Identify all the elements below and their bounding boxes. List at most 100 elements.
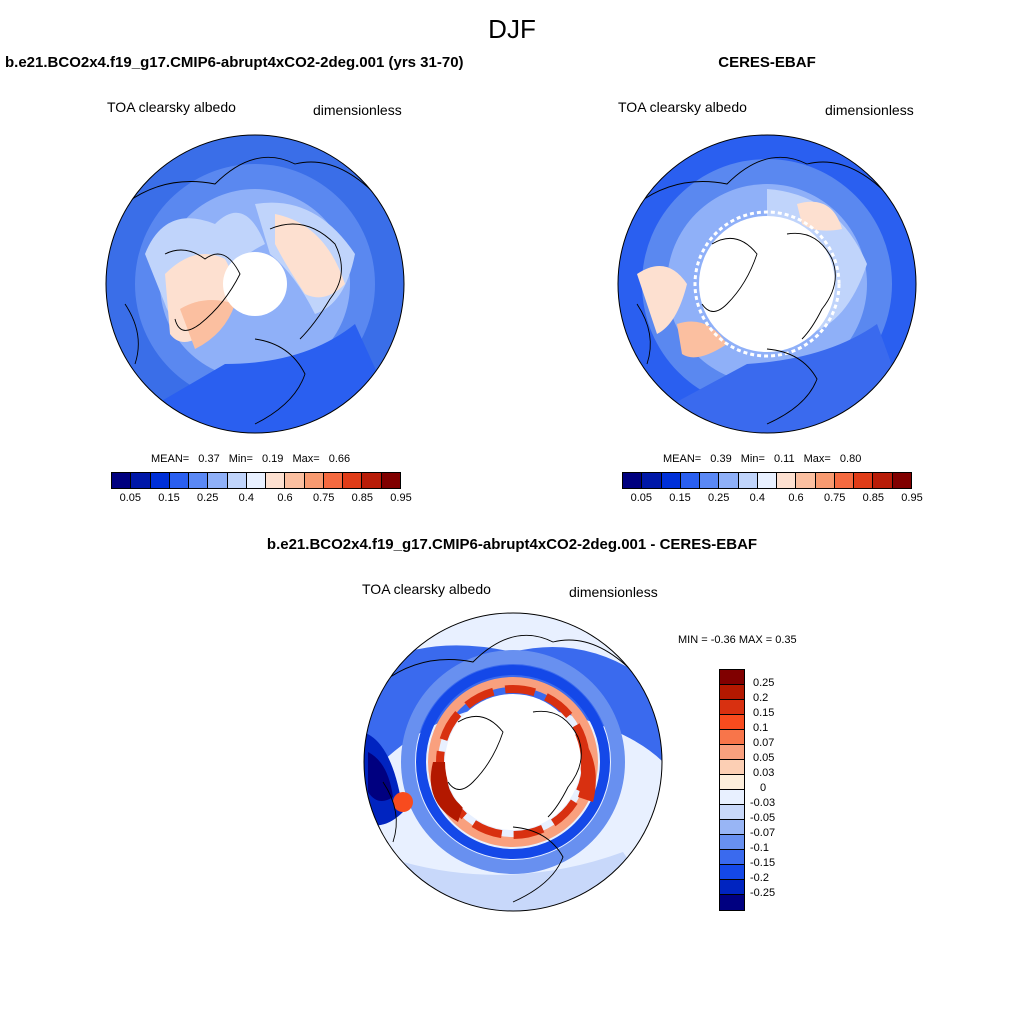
model-mean-label: MEAN= — [151, 453, 190, 465]
colorbar-segment — [208, 473, 228, 488]
obs-min-value: 0.11 — [773, 453, 795, 465]
colorbar-segment — [150, 473, 170, 488]
colorbar-segment — [381, 473, 400, 488]
colorbar-tick-label: 0.2 — [753, 692, 769, 704]
obs-max-value: 0.80 — [839, 453, 862, 465]
colorbar-segment — [680, 473, 701, 488]
model-colorbar — [111, 472, 401, 489]
colorbar-tick-label: 0.05 — [119, 492, 142, 504]
colorbar-tick-label: 0.05 — [753, 752, 775, 764]
colorbar-tick-label: -0.07 — [750, 827, 776, 839]
colorbar-segment — [720, 700, 744, 715]
colorbar-segment — [719, 473, 739, 488]
model-max-label: Max= — [292, 453, 320, 465]
obs-units-label: dimensionless — [825, 102, 914, 118]
colorbar-segment — [720, 715, 744, 730]
colorbar-segment — [700, 473, 720, 488]
colorbar-tick-label: 0.6 — [788, 492, 804, 504]
colorbar-segment — [227, 473, 247, 488]
colorbar-segment — [777, 473, 797, 488]
obs-min-label: Min= — [740, 453, 765, 465]
colorbar-segment — [304, 473, 324, 488]
obs-variable-label: TOA clearsky albedo — [618, 99, 747, 115]
obs-panel-title: CERES-EBAF — [718, 54, 816, 71]
colorbar-segment — [720, 730, 744, 745]
colorbar-tick-label: 0.25 — [707, 492, 730, 504]
colorbar-segment — [720, 850, 744, 865]
diff-colorbar — [719, 669, 745, 911]
colorbar-tick-label: 0.95 — [901, 492, 923, 504]
colorbar-tick-label: 0.15 — [669, 492, 691, 504]
obs-colorbar — [622, 472, 912, 489]
colorbar-tick-label: 0.1 — [753, 722, 769, 734]
obs-stats: MEAN= 0.39 Min= 0.11 Max= 0.80 — [663, 453, 861, 465]
colorbar-segment — [720, 820, 744, 835]
colorbar-tick-label: 0.15 — [158, 492, 180, 504]
diff-units-label: dimensionless — [569, 584, 658, 600]
colorbar-tick-label: -0.05 — [750, 812, 776, 824]
colorbar-tick-label: -0.2 — [750, 872, 769, 884]
model-max-value: 0.66 — [328, 453, 351, 465]
colorbar-tick-label: 0.4 — [238, 492, 254, 504]
colorbar-tick-label: 0.75 — [823, 492, 846, 504]
colorbar-segment — [720, 880, 744, 895]
colorbar-tick-label: -0.1 — [750, 842, 769, 854]
colorbar-segment — [362, 473, 382, 488]
colorbar-segment — [720, 775, 744, 790]
model-min-value: 0.19 — [261, 453, 284, 465]
diff-variable-label: TOA clearsky albedo — [362, 581, 491, 597]
colorbar-segment — [815, 473, 835, 488]
colorbar-segment — [796, 473, 816, 488]
colorbar-segment — [720, 790, 744, 805]
colorbar-segment — [720, 685, 744, 700]
colorbar-segment — [112, 473, 132, 488]
colorbar-tick-label: -0.15 — [750, 857, 776, 869]
colorbar-segment — [720, 865, 744, 880]
colorbar-segment — [343, 473, 363, 488]
colorbar-tick-label: 0.25 — [753, 677, 775, 689]
colorbar-segment — [623, 473, 643, 488]
colorbar-segment — [642, 473, 662, 488]
colorbar-segment — [189, 473, 209, 488]
colorbar-segment — [720, 835, 744, 850]
obs-mean-label: MEAN= — [663, 453, 702, 465]
colorbar-tick-label: 0.03 — [753, 767, 775, 779]
colorbar-tick-label: 0.05 — [630, 492, 653, 504]
model-variable-label: TOA clearsky albedo — [107, 99, 236, 115]
colorbar-tick-label: 0 — [760, 782, 767, 794]
colorbar-segment — [266, 473, 286, 488]
colorbar-segment — [892, 473, 911, 488]
colorbar-tick-label: 0.15 — [753, 707, 775, 719]
colorbar-segment — [738, 473, 758, 488]
colorbar-tick-label: 0.95 — [390, 492, 412, 504]
model-mean-value: 0.37 — [198, 453, 220, 465]
colorbar-segment — [720, 760, 744, 775]
model-colorbar-ticks: 0.05 0.15 0.25 0.4 0.6 0.75 0.85 0.95 — [111, 492, 412, 506]
colorbar-segment — [757, 473, 778, 488]
obs-max-label: Max= — [803, 453, 831, 465]
colorbar-tick-label: -0.03 — [750, 797, 776, 809]
model-polar-map — [105, 134, 405, 434]
colorbar-segment — [720, 895, 744, 910]
colorbar-segment — [854, 473, 874, 488]
colorbar-segment — [873, 473, 893, 488]
colorbar-segment — [720, 670, 744, 685]
colorbar-tick-label: 0.85 — [351, 492, 374, 504]
colorbar-tick-label: -0.25 — [750, 887, 776, 899]
model-panel-title: b.e21.BCO2x4.f19_g17.CMIP6-abrupt4xCO2-2… — [5, 54, 464, 71]
colorbar-segment — [661, 473, 681, 488]
colorbar-segment — [131, 473, 151, 488]
colorbar-segment — [834, 473, 855, 488]
obs-mean-value: 0.39 — [710, 453, 732, 465]
colorbar-tick-label: 0.4 — [749, 492, 765, 504]
obs-colorbar-ticks: 0.05 0.15 0.25 0.4 0.6 0.75 0.85 0.95 — [622, 492, 923, 506]
diff-minmax: MIN = -0.36 MAX = 0.35 — [678, 634, 797, 646]
obs-polar-map — [617, 134, 917, 434]
colorbar-segment — [285, 473, 305, 488]
colorbar-segment — [169, 473, 190, 488]
colorbar-segment — [246, 473, 267, 488]
colorbar-tick-label: 0.25 — [196, 492, 219, 504]
colorbar-tick-label: 0.07 — [753, 737, 775, 749]
model-min-label: Min= — [228, 453, 253, 465]
model-stats: MEAN= 0.37 Min= 0.19 Max= 0.66 — [151, 453, 350, 465]
